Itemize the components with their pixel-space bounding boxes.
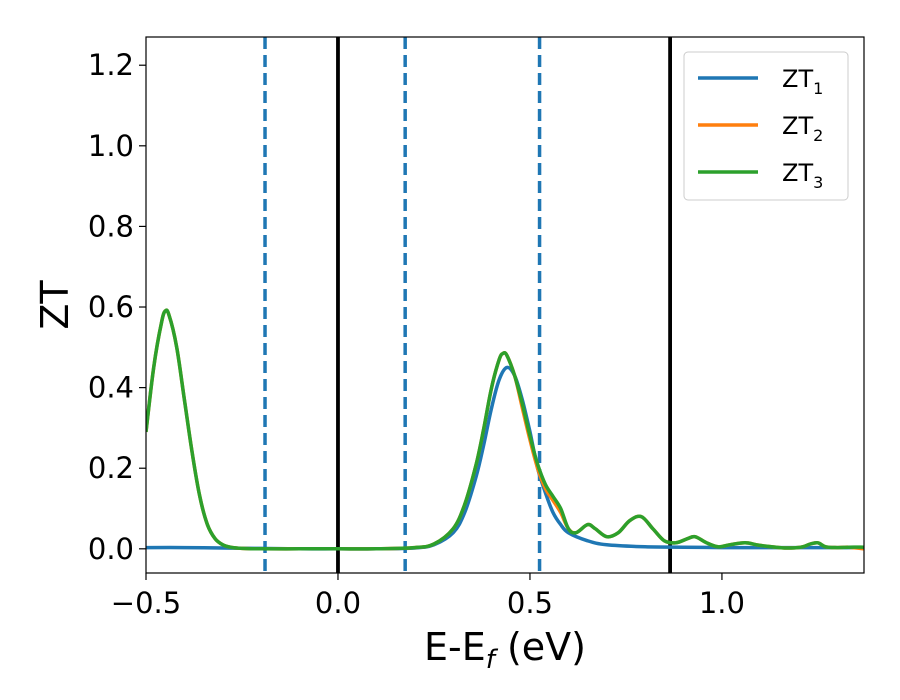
x-tick-label-2: 0.5 — [507, 586, 553, 620]
legend-box — [683, 51, 849, 201]
y-tick-label-4: 0.8 — [88, 209, 134, 243]
y-axis-ticks: 0.0 0.2 0.4 0.6 0.8 1.0 1.2 — [88, 48, 146, 566]
legend-label-zt2: ZT2 — [782, 112, 823, 145]
y-axis-label: ZT — [33, 280, 77, 330]
x-axis-label: E-Ef (eV) — [424, 625, 586, 675]
plot-frame — [145, 36, 865, 574]
legend: ZT1 ZT2 ZT3 — [683, 51, 849, 201]
x-axis-label-main: E-E — [424, 625, 486, 669]
y-tick-label-2: 0.4 — [88, 371, 134, 405]
x-tick-label-3: 1.0 — [699, 586, 745, 620]
series-line-zt3 — [146, 308, 864, 551]
y-tick-label-0: 0.0 — [88, 532, 134, 566]
y-tick-label-6: 1.2 — [88, 48, 134, 82]
legend-label-zt1: ZT1 — [782, 65, 823, 98]
reference-lines — [263, 37, 673, 573]
y-tick-label-3: 0.6 — [88, 290, 134, 324]
x-tick-label-1: 0.0 — [315, 586, 361, 620]
y-tick-label-1: 0.2 — [88, 451, 134, 485]
y-tick-label-5: 1.0 — [88, 129, 134, 163]
data-series — [146, 308, 864, 551]
x-axis-ticks: −0.5 0.0 0.5 1.0 — [111, 573, 745, 620]
x-tick-label-0: −0.5 — [111, 586, 181, 620]
x-axis-label-tail: (eV) — [495, 625, 586, 669]
legend-label-zt3: ZT3 — [782, 159, 823, 192]
